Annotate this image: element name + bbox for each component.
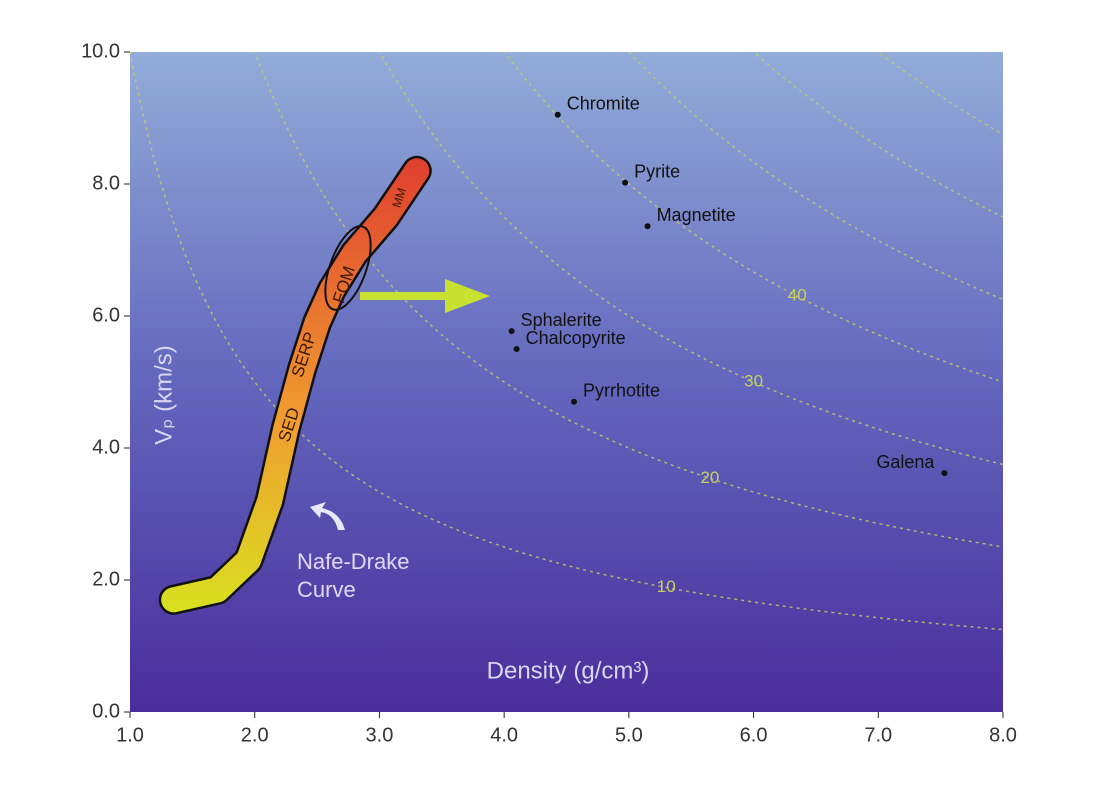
contour-line [752,52,1003,218]
x-tick-label: 2.0 [241,724,269,746]
mineral-label: Magnetite [657,205,736,225]
mineral-point [941,470,948,477]
contour-label: 20 [700,468,719,487]
mineral-point [570,398,577,405]
mineral-label: Pyrite [634,161,680,181]
mineral-label: Galena [876,452,935,472]
y-tick-label: 2.0 [92,568,120,590]
y-tick-label: 4.0 [92,436,120,458]
x-tick-label: 4.0 [490,724,518,746]
mineral-point [554,111,561,118]
fom-outline [324,225,372,311]
y-tick-label: 10.0 [81,40,120,62]
arrow [360,279,490,313]
contour-label: 30 [744,371,763,390]
y-tick-label: 8.0 [92,172,120,194]
contour-line [253,52,1003,548]
plot-area [130,52,1003,712]
region-label: MM [389,186,408,209]
contour-label: 40 [788,286,807,305]
curve-label: Nafe-Drake [297,549,409,574]
y-axis-label: Vₚ (km/s) [150,345,177,445]
mineral-point [508,328,515,335]
contour-group [130,52,1003,631]
mineral-point [513,346,520,352]
contour-line [1001,52,1003,53]
x-tick-label: 6.0 [740,724,768,746]
mineral-label: Chalcopyrite [526,328,626,348]
small-arrow [310,502,345,530]
x-tick-label: 3.0 [366,724,394,746]
x-tick-label: 7.0 [864,724,892,746]
nafe-drake-curve [161,158,430,613]
contour-label: 10 [657,577,676,596]
x-tick-label: 1.0 [116,724,144,746]
mineral-label: Sphalerite [521,310,602,330]
x-tick-label: 5.0 [615,724,643,746]
curve-label: Curve [297,577,356,602]
y-tick-label: 6.0 [92,304,120,326]
mineral-label: Chromite [567,93,640,113]
x-axis-label: Density (g/cm³) [487,657,650,684]
x-tick-label: 8.0 [989,724,1017,746]
mineral-label: Pyrrhotite [583,381,660,401]
mineral-point [622,179,629,186]
mineral-point [644,223,651,230]
y-tick-label: 0.0 [92,700,120,722]
